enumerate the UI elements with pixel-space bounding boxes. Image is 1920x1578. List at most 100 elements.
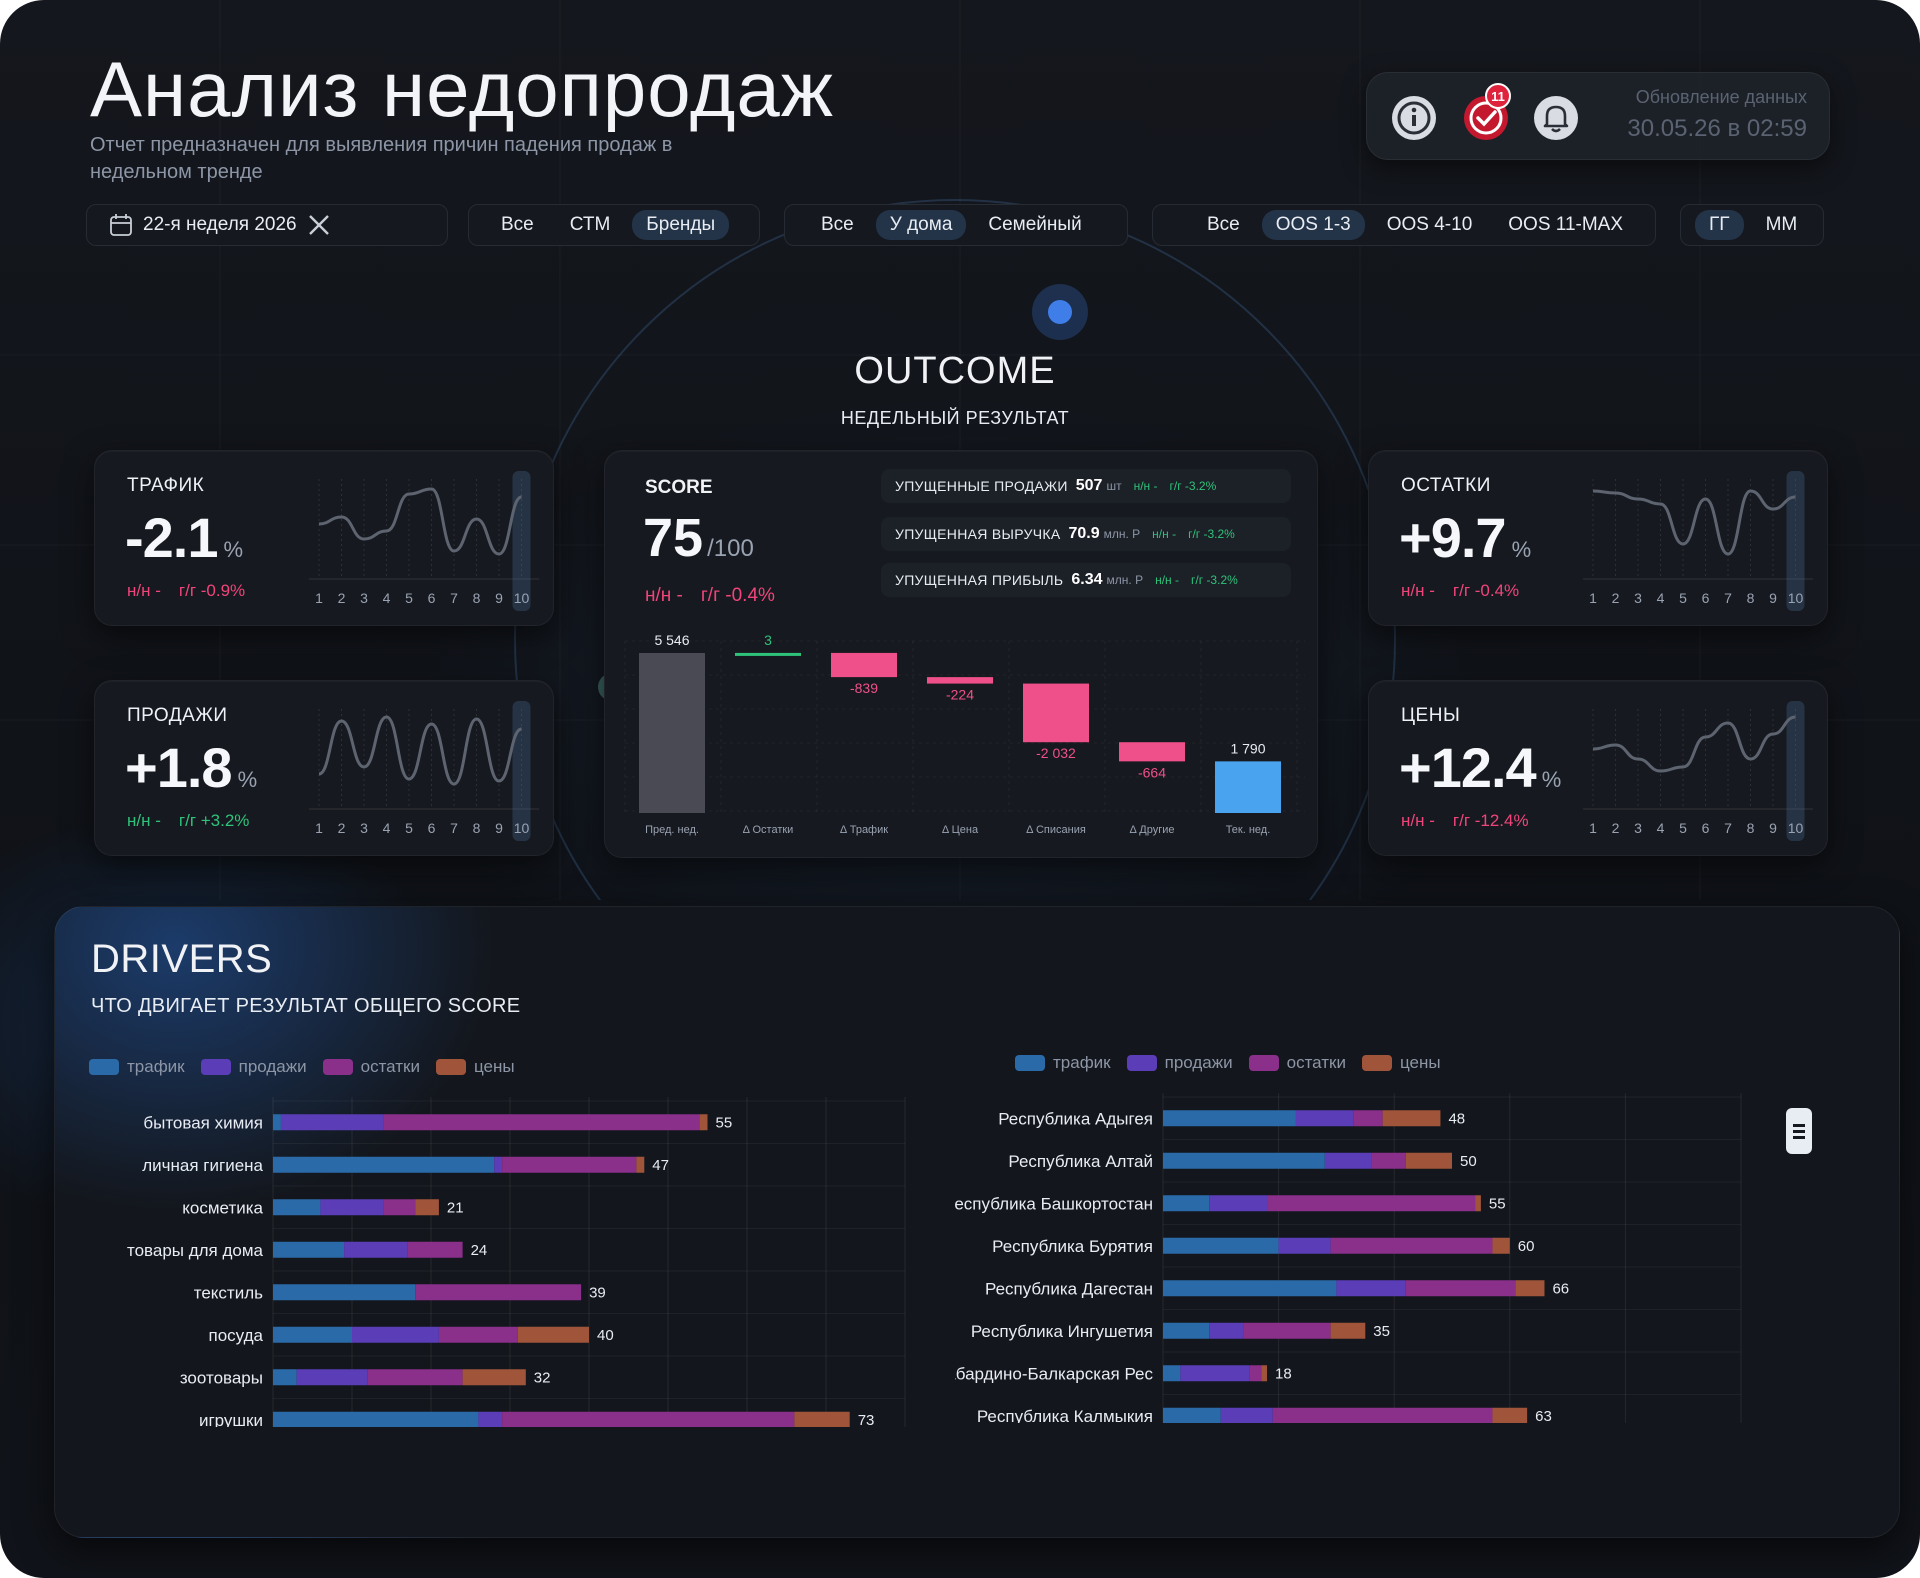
chart-menu-button[interactable] xyxy=(1786,1108,1812,1154)
x-tick-label: 2 xyxy=(1612,820,1620,836)
bar-segment xyxy=(1475,1195,1481,1212)
legend-item-stock[interactable]: остатки xyxy=(1248,1053,1346,1073)
sparkline-traffic: 1 2 3 4 5 6 7 8 9 10 xyxy=(309,471,539,611)
sparkline-path xyxy=(318,715,523,786)
x-tick-label: 10 xyxy=(514,820,530,836)
category-label: косметика xyxy=(182,1198,263,1217)
waterfall-category-label: Пред. нед. xyxy=(645,824,699,836)
oos-option-4-10[interactable]: OOS 4-10 xyxy=(1386,214,1473,235)
x-tick-label: 9 xyxy=(1769,820,1777,836)
bar-segment xyxy=(1492,1237,1510,1254)
kpi-card-stock[interactable]: ОСТАТКИ +9.7% н/н - г/г -0.4% 1 2 3 4 5 6 7 8 9 10 xyxy=(1368,450,1828,626)
format-option-all[interactable]: Все xyxy=(821,214,854,235)
waterfall-category-label: Δ Трафик xyxy=(840,824,888,836)
kpi-card-prices[interactable]: ЦЕНЫ +12.4% н/н - г/г -12.4% 1 2 3 4 5 6 7 8 9 10 xyxy=(1368,680,1828,856)
legend-item-traffic[interactable]: трафик xyxy=(1015,1053,1111,1073)
legend-item-sales[interactable]: продажи xyxy=(1126,1053,1233,1073)
kpi-delta: н/н - г/г -12.4% xyxy=(1401,811,1529,830)
waterfall-bar xyxy=(1023,683,1089,743)
bar-segment xyxy=(273,1411,479,1427)
format-option-family[interactable]: Семейный xyxy=(988,214,1082,235)
brand-filter: Все СТМ Бренды xyxy=(468,204,760,246)
bar-segment xyxy=(415,1284,582,1301)
score-label: SCORE xyxy=(645,477,713,498)
bar-segment xyxy=(494,1156,503,1173)
kpi-card-sales[interactable]: ПРОДАЖИ +1.8% н/н - г/г +3.2% 1 2 3 4 5 6 7 8 9 10 xyxy=(94,680,554,856)
bar-segment xyxy=(1324,1152,1372,1169)
oos-option-11-max[interactable]: OOS 11-MAX xyxy=(1508,214,1624,235)
kpi-value: +9.7% xyxy=(1399,506,1531,569)
legend-item-stock[interactable]: остатки xyxy=(322,1057,420,1077)
calendar-icon xyxy=(110,214,132,236)
bar-segment xyxy=(407,1241,463,1258)
info-icon[interactable] xyxy=(1389,93,1439,143)
bell-icon[interactable] xyxy=(1531,93,1581,143)
waterfall-bar xyxy=(1119,742,1185,762)
bar-total-label: 18 xyxy=(1275,1365,1292,1382)
brand-option-stm[interactable]: СТМ xyxy=(569,214,611,235)
x-tick-label: 10 xyxy=(1788,590,1804,606)
bar-total-label: 60 xyxy=(1518,1238,1535,1255)
waterfall-bar xyxy=(831,652,897,678)
legend-regions: трафик продажи остатки цены xyxy=(1015,1053,1457,1073)
x-tick-label: 9 xyxy=(1769,590,1777,606)
legend-item-traffic[interactable]: трафик xyxy=(89,1057,185,1077)
waterfall-value-label: 5 546 xyxy=(654,632,689,648)
legend-categories: трафик продажи остатки цены xyxy=(89,1057,531,1077)
waterfall-bar xyxy=(639,653,705,813)
bar-segment xyxy=(273,1369,297,1386)
x-tick-label: 6 xyxy=(428,820,436,836)
brand-option-all[interactable]: Все xyxy=(501,214,534,235)
bar-total-label: 66 xyxy=(1552,1280,1569,1297)
bar-segment xyxy=(296,1369,368,1386)
week-filter[interactable]: 22-я неделя 2026 xyxy=(86,204,448,246)
legend-item-prices[interactable]: цены xyxy=(1361,1053,1441,1073)
x-tick-label: 6 xyxy=(1702,820,1710,836)
bar-segment xyxy=(273,1199,321,1216)
bar-segment xyxy=(1336,1280,1406,1297)
oos-option-all[interactable]: Все xyxy=(1207,214,1240,235)
bar-segment xyxy=(1353,1110,1383,1127)
bar-segment xyxy=(280,1114,384,1131)
bar-segment xyxy=(1382,1110,1441,1127)
oos-option-1-3[interactable]: OOS 1-3 xyxy=(1261,210,1365,240)
waterfall-category-label: Тек. нед. xyxy=(1226,824,1271,836)
bar-segment xyxy=(1220,1407,1273,1423)
x-tick-label: 8 xyxy=(1747,820,1755,836)
category-label: бытовая химия xyxy=(143,1113,263,1132)
bar-segment xyxy=(1261,1365,1268,1382)
sparkline-path xyxy=(1592,715,1796,773)
bar-segment xyxy=(383,1114,700,1131)
close-icon[interactable] xyxy=(307,213,331,237)
outcome-title: OUTCOME xyxy=(854,350,1056,392)
waterfall-value-label: -2 032 xyxy=(1036,745,1076,761)
x-tick-label: 2 xyxy=(1612,590,1620,606)
brand-option-brands[interactable]: Бренды xyxy=(632,210,730,240)
x-tick-label: 1 xyxy=(1589,590,1597,606)
waterfall-bar xyxy=(735,652,801,656)
kpi-delta: н/н - г/г -0.4% xyxy=(1401,581,1520,600)
x-tick-label: 1 xyxy=(315,820,323,836)
bar-segment xyxy=(1492,1407,1528,1423)
waterfall-bar xyxy=(1215,761,1281,813)
format-option-home[interactable]: У дома xyxy=(875,210,967,240)
current-week-highlight xyxy=(1786,471,1805,611)
category-label: личная гигиена xyxy=(142,1156,263,1175)
kpi-card-traffic[interactable]: ТРАФИК -2.1% н/н - г/г -0.9% 1 2 3 4 5 6 7 8 9 10 xyxy=(94,450,554,626)
score-delta: н/н - г/г -0.4% xyxy=(645,585,775,606)
legend-item-prices[interactable]: цены xyxy=(435,1057,515,1077)
bar-segment xyxy=(1209,1195,1268,1212)
type-option-gg[interactable]: ГГ xyxy=(1695,210,1744,240)
bar-segment xyxy=(1405,1280,1516,1297)
bar-total-label: 55 xyxy=(716,1114,733,1131)
type-option-mm[interactable]: ММ xyxy=(1765,214,1798,235)
legend-item-sales[interactable]: продажи xyxy=(200,1057,307,1077)
bar-total-label: 35 xyxy=(1373,1323,1390,1340)
bar-segment xyxy=(1243,1322,1331,1339)
regions-bar-chart: 020406080100Республика Адыгея48Республик… xyxy=(955,1093,1742,1423)
x-tick-label: 5 xyxy=(405,590,413,606)
current-week-highlight xyxy=(512,471,531,611)
bar-segment xyxy=(367,1369,463,1386)
